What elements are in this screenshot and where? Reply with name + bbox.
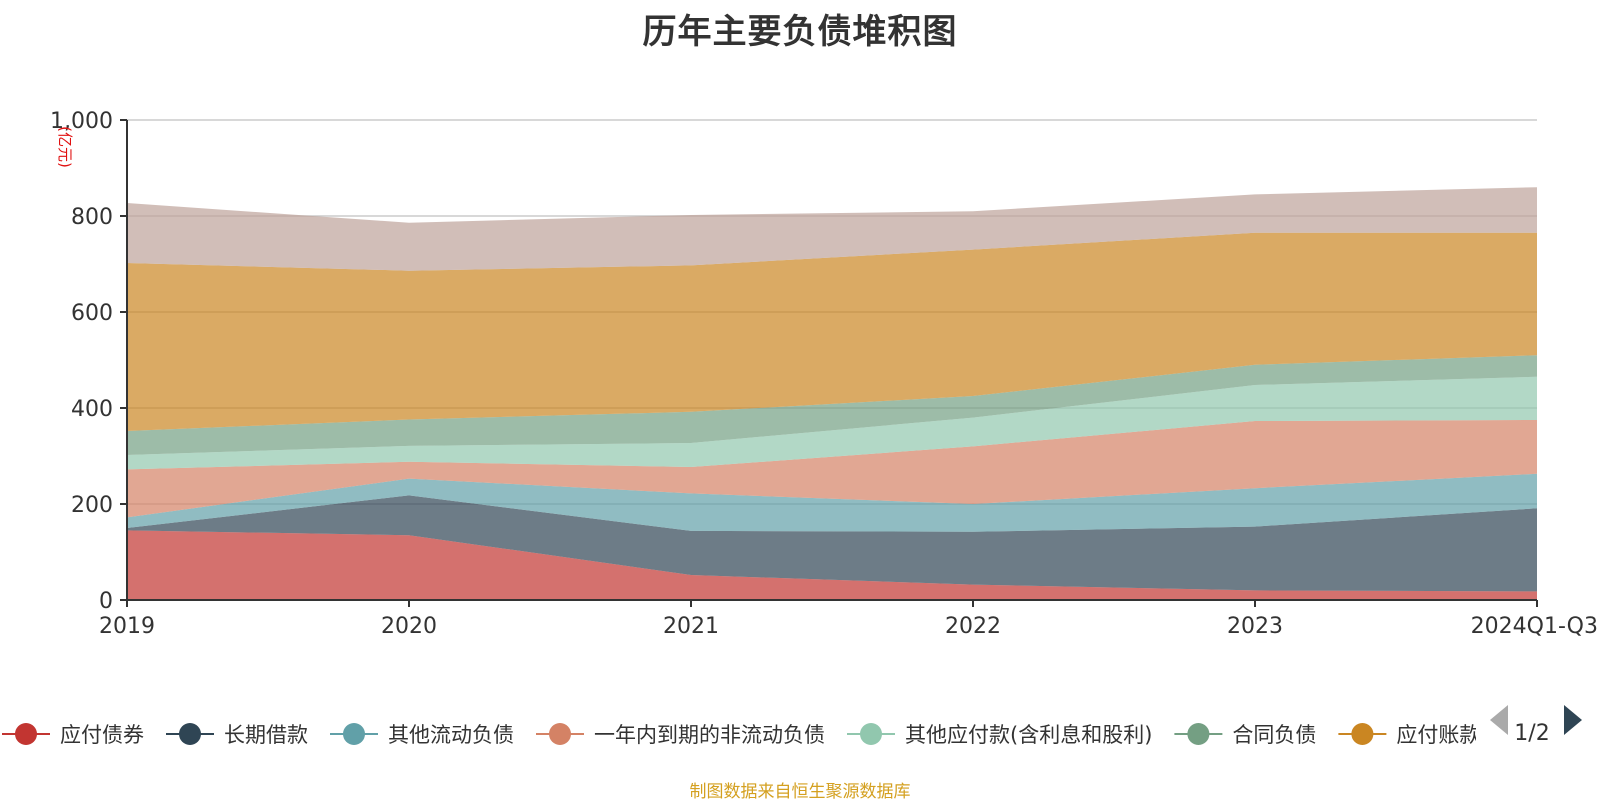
y-axis-unit-label: (亿元) <box>56 126 74 168</box>
y-tick-label-3: 600 <box>71 301 113 326</box>
legend-item-6[interactable]: 应付账款 <box>1338 723 1480 747</box>
legend-label-2: 其他流动负债 <box>388 723 514 747</box>
area-series-7[interactable] <box>127 187 1537 271</box>
legend-label-5: 合同负债 <box>1232 723 1316 747</box>
x-tick-label-5: 2024Q1-Q3 <box>1471 614 1598 639</box>
area-series-6[interactable] <box>127 232 1537 431</box>
x-tick-label-4: 2023 <box>1227 614 1283 639</box>
x-tick-label-2: 2021 <box>663 614 719 639</box>
legend-marker-1 <box>179 723 201 745</box>
legend-marker-5 <box>1187 723 1210 745</box>
legend-label-4: 其他应付款(含利息和股利) <box>905 723 1152 747</box>
y-tick-label-0: 0 <box>99 589 113 614</box>
area-series-4[interactable] <box>127 376 1537 470</box>
legend-item-3[interactable]: 一年内到期的非流动负债 <box>536 723 825 747</box>
legend-item-1[interactable]: 长期借款 <box>166 723 308 747</box>
area-series-layer <box>127 187 1537 600</box>
legend-label-1: 长期借款 <box>224 723 308 747</box>
axes: 0 200 400 600 800 1,000 2019 2020 2021 2022 2023 20… <box>50 109 1598 639</box>
area-series-5[interactable] <box>127 355 1537 455</box>
area-series-1[interactable] <box>127 495 1537 592</box>
area-series-0[interactable] <box>127 530 1537 600</box>
legend-page-indicator: 1/2 <box>1514 721 1549 746</box>
legend-marker-3 <box>549 723 571 745</box>
y-tick-label-1: 200 <box>71 493 113 518</box>
legend-marker-2 <box>343 723 365 745</box>
legend-item-2[interactable]: 其他流动负债 <box>330 723 514 747</box>
legend-item-0[interactable]: 应付债券 <box>2 723 144 747</box>
x-tick-label-0: 2019 <box>99 614 155 639</box>
x-tick-label-3: 2022 <box>945 614 1001 639</box>
legend-pager: 1/2 <box>1490 705 1582 746</box>
legend-item-5[interactable]: 合同负债 <box>1174 723 1316 747</box>
legend-marker-4 <box>860 723 882 745</box>
area-series-2[interactable] <box>127 473 1537 532</box>
chart-title: 历年主要负债堆积图 <box>642 12 958 52</box>
legend-prev-page-icon[interactable] <box>1490 705 1508 735</box>
legend-marker-6 <box>1351 723 1374 745</box>
y-tick-label-2: 400 <box>71 397 113 422</box>
legend-label-6: 应付账款 <box>1396 723 1480 747</box>
legend-label-0: 应付债券 <box>60 723 144 747</box>
legend-label-3: 一年内到期的非流动负债 <box>594 723 825 747</box>
legend: 应付债券 长期借款 其他流动负债 一年内到期的非流动负债 其他应付款(含利息和股利) 合同… <box>2 723 1480 747</box>
legend-item-4[interactable]: 其他应付款(含利息和股利) <box>847 723 1152 747</box>
y-tick-label-4: 800 <box>71 205 113 230</box>
x-tick-label-1: 2020 <box>381 614 437 639</box>
legend-marker-0 <box>15 723 37 745</box>
data-source-footer: 制图数据来自恒生聚源数据库 <box>689 782 911 802</box>
area-series-3[interactable] <box>127 420 1537 518</box>
legend-next-page-icon[interactable] <box>1564 705 1582 735</box>
y-tick-label-5: 1,000 <box>50 109 113 134</box>
